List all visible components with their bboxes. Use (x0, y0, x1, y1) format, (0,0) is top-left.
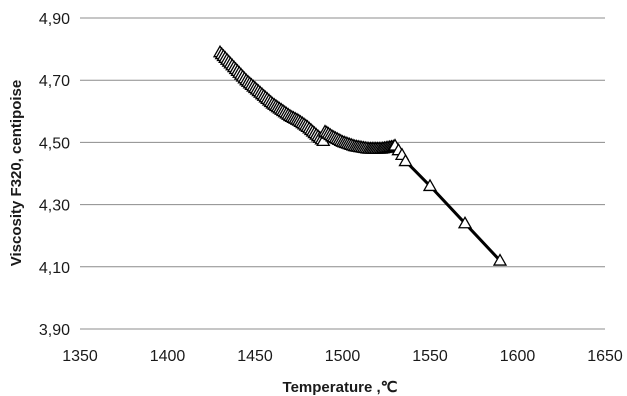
y-tick-label: 4,10 (39, 260, 70, 277)
x-tick-label: 1400 (150, 348, 186, 365)
y-tick-label: 4,90 (39, 11, 70, 28)
y-tick-label: 4,30 (39, 198, 70, 215)
x-tick-label: 1550 (412, 348, 448, 365)
x-tick-label: 1350 (62, 348, 98, 365)
x-tick-label: 1450 (237, 348, 273, 365)
x-tick-label: 1600 (500, 348, 536, 365)
y-tick-label: 3,90 (39, 322, 70, 339)
series-viscosity (218, 51, 502, 262)
x-tick-label: 1500 (325, 348, 361, 365)
grid-lines (80, 17, 605, 330)
series-line (218, 51, 502, 262)
y-tick-label: 4,50 (39, 135, 70, 152)
y-axis-title: Viscosity F320, centipoise (8, 80, 25, 266)
x-tick-label: 1650 (587, 348, 623, 365)
data-point-marker (457, 215, 473, 229)
data-point-marker (492, 253, 508, 266)
x-axis-tick-labels: 1350 1400 1450 1500 1550 1600 1650 (62, 348, 623, 365)
data-point-marker (398, 153, 413, 167)
data-point-marker (422, 178, 438, 192)
y-tick-label: 4,70 (39, 73, 70, 90)
y-axis-tick-labels: 3,90 4,10 4,30 4,50 4,70 4,90 (39, 11, 70, 339)
series-markers (212, 44, 508, 266)
x-axis-title: Temperature ,℃ (283, 379, 398, 396)
